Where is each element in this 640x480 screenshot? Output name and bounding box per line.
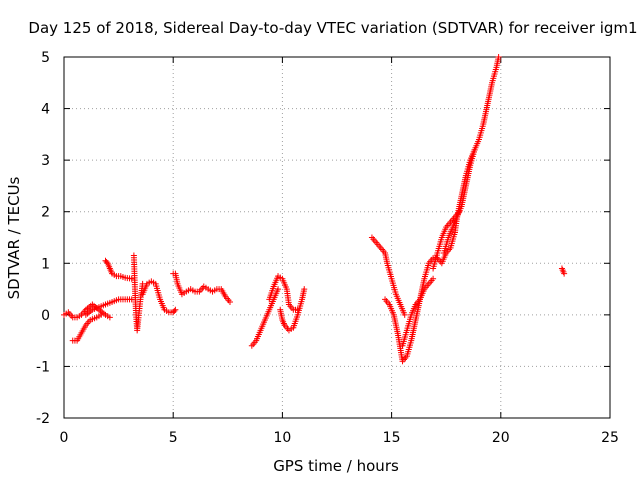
grid-lines — [64, 57, 610, 418]
data-point-marker — [561, 270, 568, 277]
series-points — [61, 54, 568, 365]
y-tick-label: 5 — [41, 50, 50, 66]
y-tick-label: -1 — [36, 359, 50, 375]
x-tick-label: 15 — [383, 430, 401, 446]
data-point-marker — [98, 311, 105, 318]
data-point-marker — [301, 286, 308, 293]
x-tick-label: 10 — [273, 430, 291, 446]
data-point-marker — [226, 298, 233, 305]
y-tick-label: 0 — [41, 308, 50, 324]
x-tick-label: 0 — [60, 430, 69, 446]
x-axis-ticks: 0 5 10 15 20 25 — [60, 57, 619, 446]
y-tick-label: -2 — [36, 411, 50, 427]
data-point-marker — [106, 314, 113, 321]
data-point-marker — [495, 54, 502, 60]
data-point-marker — [103, 258, 110, 265]
data-point-marker — [171, 307, 178, 314]
y-tick-label: 2 — [41, 205, 50, 221]
y-axis-label: SDTVAR / TECUs — [5, 176, 23, 299]
x-axis-label: GPS time / hours — [273, 457, 399, 475]
data-point-marker — [430, 275, 437, 282]
y-tick-label: 1 — [41, 256, 50, 272]
plot-frame — [63, 56, 611, 419]
x-tick-label: 25 — [601, 430, 619, 446]
data-point-marker — [401, 311, 408, 318]
data-point-marker — [275, 286, 282, 293]
y-tick-label: 4 — [41, 102, 50, 118]
y-axis-ticks: -2 -1 0 1 2 3 4 5 — [36, 50, 610, 427]
x-tick-label: 5 — [169, 430, 178, 446]
data-point-marker — [172, 306, 179, 313]
chart-title: Day 125 of 2018, Sidereal Day-to-day VTE… — [28, 19, 637, 37]
y-tick-label: 3 — [41, 153, 50, 169]
data-point-marker — [128, 275, 135, 282]
data-point-marker — [471, 146, 478, 153]
x-tick-label: 20 — [492, 430, 510, 446]
